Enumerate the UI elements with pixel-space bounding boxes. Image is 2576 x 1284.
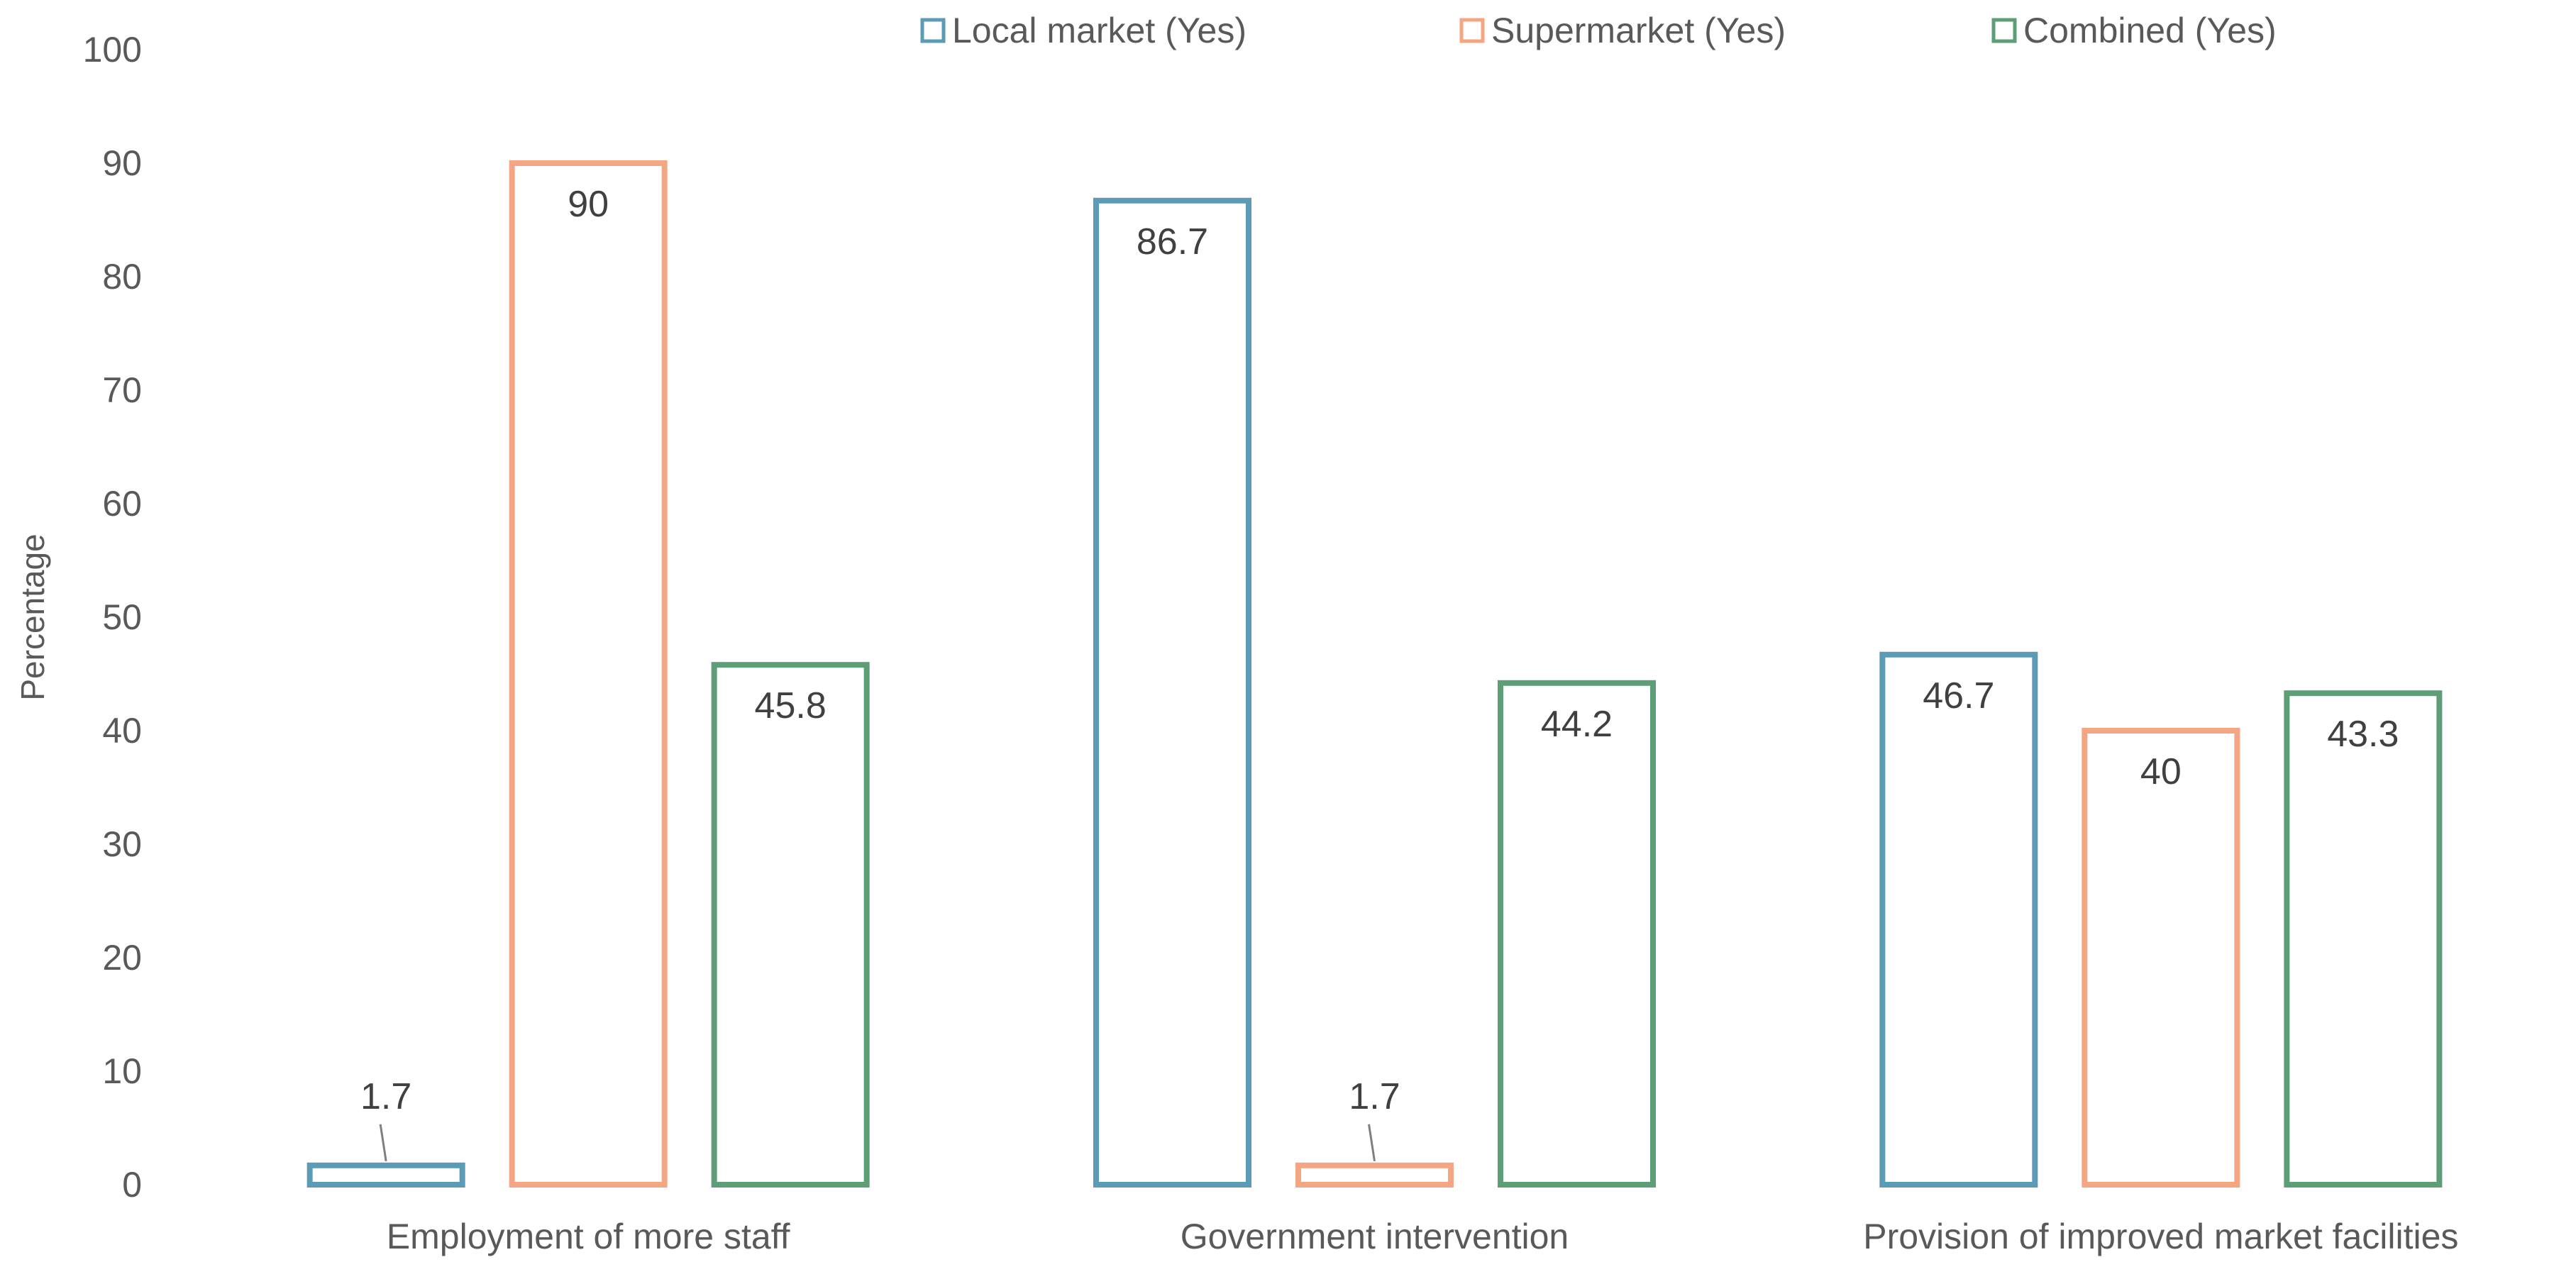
y-tick-label: 50 [102,597,142,637]
bar-3-1 [711,662,870,1188]
y-tick-label: 30 [102,824,142,864]
data-label: 46.7 [1923,675,1994,716]
bar-2-1 [509,160,668,1188]
legend-label: Supermarket (Yes) [1491,11,1786,50]
bar-3-3 [2284,690,2443,1188]
y-tick-label: 60 [102,484,142,524]
bars [306,160,2443,1188]
data-labels: 1.7 90 45.8 86.7 1.7 44.2 46.7 40 43.3 [360,184,2399,1162]
legend-swatch [920,18,946,43]
data-label: 44.2 [1541,704,1613,745]
legend-swatch [1991,18,2017,43]
legend-label: Local market (Yes) [952,11,1246,50]
bar-2-3 [2082,728,2240,1188]
y-tick-label: 70 [102,370,142,410]
y-tick-label: 90 [102,143,142,183]
y-tick-label: 100 [83,30,142,70]
x-axis-categories: Employment of more staff Government inter… [387,1217,2459,1256]
bar-3-2 [1498,680,1656,1188]
x-category-label: Government intervention [1181,1217,1569,1256]
bar-1-1 [306,1162,465,1188]
data-label: 86.7 [1137,221,1208,262]
y-tick-label: 10 [102,1051,142,1091]
x-category-label: Provision of improved market facilities [1863,1217,2458,1256]
data-label: 40 [2140,751,2182,792]
legend-swatch [1459,18,1485,43]
legend-label: Combined (Yes) [2023,11,2277,50]
bar-2-2 [1295,1162,1454,1188]
y-tick-label: 20 [102,938,142,978]
data-label: 45.8 [755,685,827,726]
x-category-label: Employment of more staff [387,1217,790,1256]
data-label: 43.3 [2327,714,2399,755]
data-label-leader [379,1124,387,1162]
legend: Local market (Yes) Supermarket (Yes) Combi… [920,11,2277,50]
data-label: 90 [568,184,609,225]
y-tick-label: 80 [102,257,142,297]
y-tick-label: 0 [122,1165,142,1205]
data-label-leader [1368,1124,1376,1162]
y-tick-label: 40 [102,711,142,751]
y-axis-title: Percentage [14,533,51,700]
bar-1-2 [1093,197,1251,1188]
y-axis-ticks: 0 10 20 30 40 50 60 70 80 90 100 [83,30,142,1205]
data-label: 1.7 [360,1076,411,1117]
bar-1-3 [1879,651,2038,1188]
data-label: 1.7 [1349,1076,1400,1117]
